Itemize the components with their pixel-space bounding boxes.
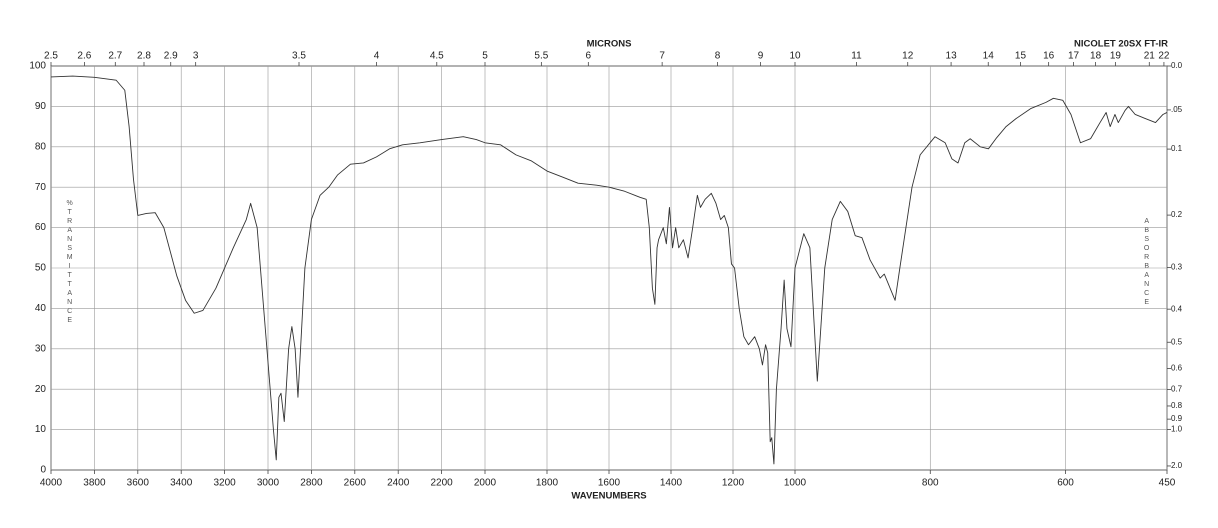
y2-tick-label: 0.0 — [1171, 61, 1183, 70]
x2-tick-label: 2.5 — [44, 51, 58, 62]
x-tick-label: 600 — [1057, 478, 1074, 489]
y2-tick-label: 0.7 — [1171, 385, 1183, 394]
x2-tick-label: 3.5 — [292, 51, 306, 62]
y-tick-label: 20 — [35, 384, 47, 395]
x2-tick-label: 2.8 — [137, 51, 151, 62]
x2-tick-label: 2.9 — [164, 51, 178, 62]
x2-tick-label: 7 — [659, 51, 665, 62]
x2-tick-label: 3 — [193, 51, 199, 62]
y2-tick-label: 0.4 — [1171, 304, 1183, 313]
y2-tick-label: 0.6 — [1171, 364, 1183, 373]
x-tick-label: 2200 — [430, 478, 453, 489]
x-tick-label: 1200 — [722, 478, 745, 489]
y2-axis-title: ABSORBANCE — [1143, 218, 1150, 308]
x-tick-label: 3000 — [257, 478, 280, 489]
y-tick-label: 0 — [40, 465, 46, 476]
x2-tick-label: 6 — [586, 51, 592, 62]
x2-tick-label: 13 — [946, 51, 958, 62]
y-tick-label: 50 — [35, 263, 47, 274]
x-tick-label: 3600 — [127, 478, 150, 489]
x-tick-label: 450 — [1159, 478, 1176, 489]
y-tick-label: 10 — [35, 424, 47, 435]
x2-tick-label: 9 — [758, 51, 764, 62]
x-tick-label: 2000 — [474, 478, 497, 489]
x-axis-title: WAVENUMBERS — [571, 491, 646, 502]
y-tick-label: 40 — [35, 303, 47, 314]
y-tick-label: 60 — [35, 222, 47, 233]
x2-tick-label: 12 — [902, 51, 914, 62]
x-tick-label: 2400 — [387, 478, 410, 489]
x2-tick-label: 5 — [482, 51, 488, 62]
x2-tick-label: 19 — [1110, 51, 1122, 62]
y2-tick-label: 1.0 — [1171, 425, 1183, 434]
x2-tick-label: 22 — [1158, 51, 1170, 62]
x-tick-label: 1400 — [660, 478, 683, 489]
spectrum-line — [50, 75, 1168, 465]
x2-tick-label: 2.6 — [77, 51, 91, 62]
x2-tick-label: 5.5 — [534, 51, 548, 62]
x-tick-label: 3800 — [83, 478, 106, 489]
y2-tick-label: 2.0 — [1171, 461, 1183, 470]
chart-title: NICOLET 20SX FT-IR — [1074, 39, 1168, 50]
x-tick-label: 1600 — [598, 478, 621, 489]
y-axis-title: %TRANSMITTANCE — [66, 200, 73, 326]
y-tick-label: 100 — [29, 61, 46, 72]
y2-tick-label: 0.9 — [1171, 414, 1183, 423]
x2-tick-label: 2.7 — [108, 51, 122, 62]
y-tick-label: 90 — [35, 101, 47, 112]
y-tick-label: 80 — [35, 141, 47, 152]
x-tick-label: 1000 — [784, 478, 807, 489]
x2-tick-label: 11 — [851, 51, 862, 62]
x2-tick-label: 4.5 — [430, 51, 444, 62]
x2-tick-label: 21 — [1144, 51, 1156, 62]
x-tick-label: 800 — [922, 478, 939, 489]
x2-tick-label: 10 — [789, 51, 801, 62]
y2-tick-label: 0.3 — [1171, 263, 1183, 272]
x-tick-label: 1800 — [536, 478, 559, 489]
x-tick-label: 4000 — [40, 478, 63, 489]
x2-tick-label: 17 — [1068, 51, 1080, 62]
y2-tick-label: 0.5 — [1171, 337, 1183, 346]
x2-axis-title: MICRONS — [587, 39, 632, 50]
x-tick-label: 3400 — [170, 478, 193, 489]
y2-tick-label: 0.2 — [1171, 210, 1183, 219]
x2-tick-label: 15 — [1015, 51, 1027, 62]
x2-tick-label: 18 — [1090, 51, 1102, 62]
x-tick-label: 2600 — [344, 478, 367, 489]
y2-tick-label: .05 — [1171, 105, 1183, 114]
y2-tick-label: 0.1 — [1171, 144, 1183, 153]
x2-tick-label: 16 — [1043, 51, 1055, 62]
x2-tick-label: 8 — [715, 51, 721, 62]
x2-tick-label: 4 — [374, 51, 380, 62]
y2-tick-label: 0.8 — [1171, 401, 1183, 410]
x2-tick-label: 14 — [983, 51, 995, 62]
y-tick-label: 70 — [35, 182, 47, 193]
y-tick-label: 30 — [35, 343, 47, 354]
x-tick-label: 3200 — [213, 478, 236, 489]
x-tick-label: 2800 — [300, 478, 323, 489]
